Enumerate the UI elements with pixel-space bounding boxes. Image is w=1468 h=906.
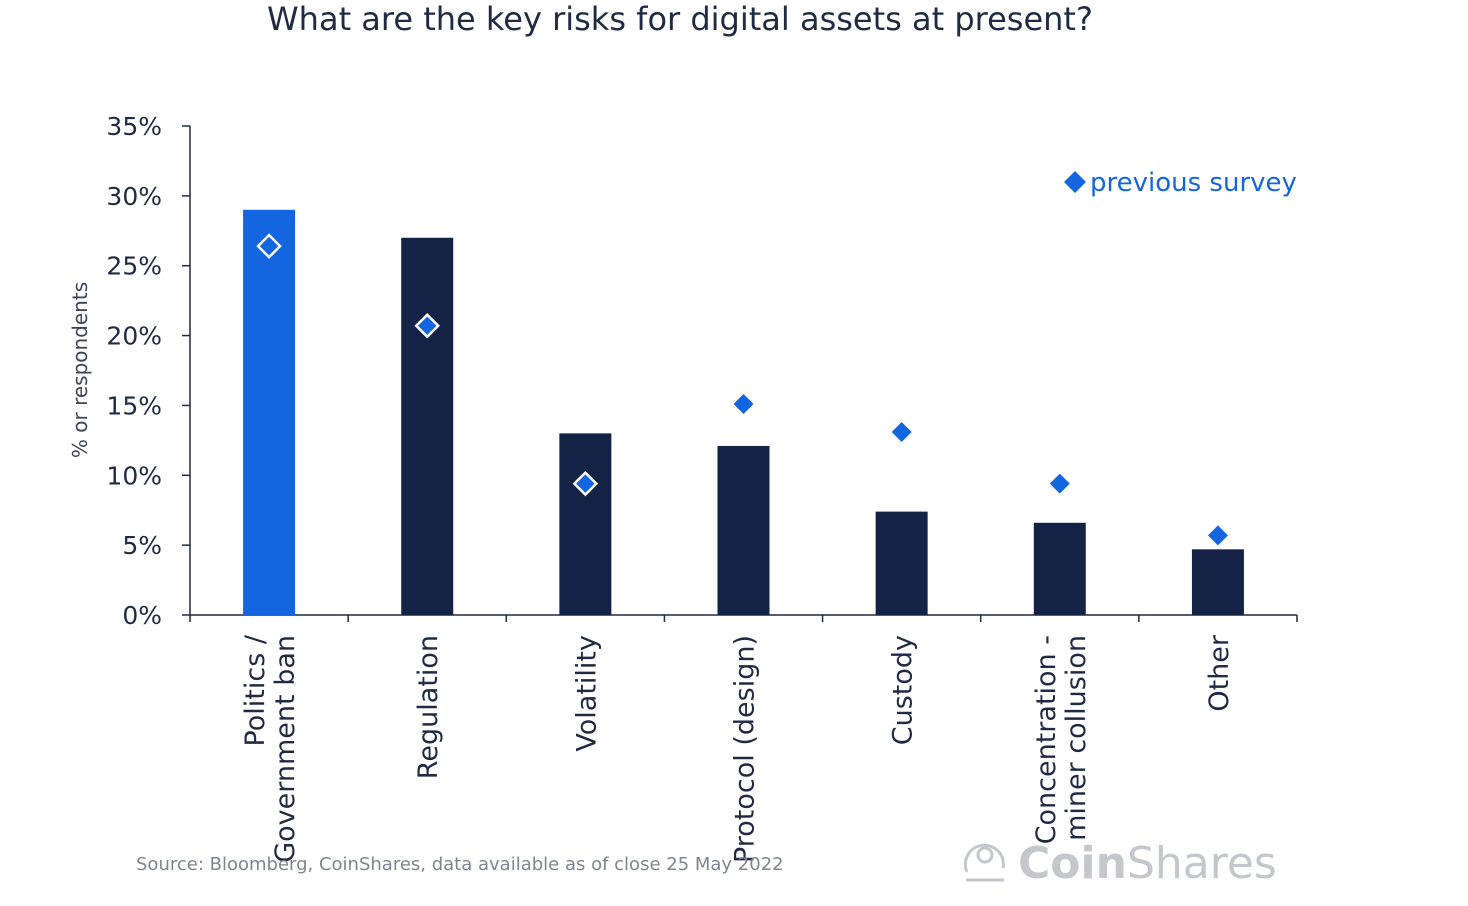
- category-label: Protocol (design): [730, 635, 761, 863]
- legend: previous survey: [1064, 168, 1297, 198]
- category-labels: Politics / Government ban Regulation Volati…: [240, 634, 1235, 863]
- legend-diamond-icon: [1064, 171, 1086, 193]
- category-label: Custody: [888, 635, 919, 745]
- legend-label: previous survey: [1090, 168, 1297, 198]
- category-label: Regulation: [413, 635, 444, 779]
- bar: [717, 445, 770, 615]
- previous-survey-marker: [572, 470, 599, 497]
- previous-survey-marker: [891, 421, 912, 442]
- logo-wordmark-regular: Shares: [1127, 838, 1277, 889]
- category-label: Politics /: [240, 634, 271, 746]
- y-tick-label: 0%: [122, 601, 162, 630]
- logo-wordmark: CoinShares: [1018, 838, 1277, 889]
- y-tick-label: 15%: [106, 391, 162, 420]
- y-axis: 0% 5% 10% 15% 20% 25% 30% 35%: [106, 112, 191, 630]
- source-note: Source: Bloomberg, CoinShares, data avai…: [136, 854, 784, 875]
- coinshares-logo: CoinShares: [963, 838, 1277, 889]
- bars: [243, 209, 1244, 616]
- previous-survey-marker: [733, 394, 754, 415]
- category-label: Concentration -: [1031, 635, 1062, 844]
- previous-survey-marker: [256, 233, 282, 259]
- coinshares-logo-icon: [963, 843, 1005, 882]
- y-tick-label: 35%: [106, 112, 162, 141]
- y-tick-label: 25%: [106, 252, 162, 281]
- bar: [559, 433, 612, 615]
- category-label: Government ban: [270, 635, 301, 863]
- y-tick-label: 5%: [122, 531, 162, 560]
- logo-wordmark-bold: Coin: [1018, 838, 1127, 889]
- y-tick-label: 10%: [106, 461, 162, 490]
- y-axis-title: % or respondents: [68, 282, 92, 458]
- y-tick-label: 30%: [106, 182, 162, 211]
- bar: [401, 237, 454, 615]
- bar: [875, 511, 928, 615]
- chart-title: What are the key risks for digital asset…: [267, 0, 1093, 38]
- category-label: Other: [1204, 634, 1235, 712]
- bar: [1033, 522, 1086, 615]
- y-tick-label: 20%: [106, 322, 162, 351]
- previous-survey-marker: [1207, 525, 1228, 546]
- category-label: miner collusion: [1061, 635, 1092, 841]
- category-label: Volatility: [571, 635, 602, 752]
- bar: [243, 209, 296, 616]
- previous-survey-marker: [414, 313, 440, 339]
- bar: [1191, 549, 1244, 615]
- previous-survey-markers: [256, 233, 1228, 546]
- x-axis: [189, 614, 1298, 622]
- previous-survey-marker: [1049, 473, 1070, 494]
